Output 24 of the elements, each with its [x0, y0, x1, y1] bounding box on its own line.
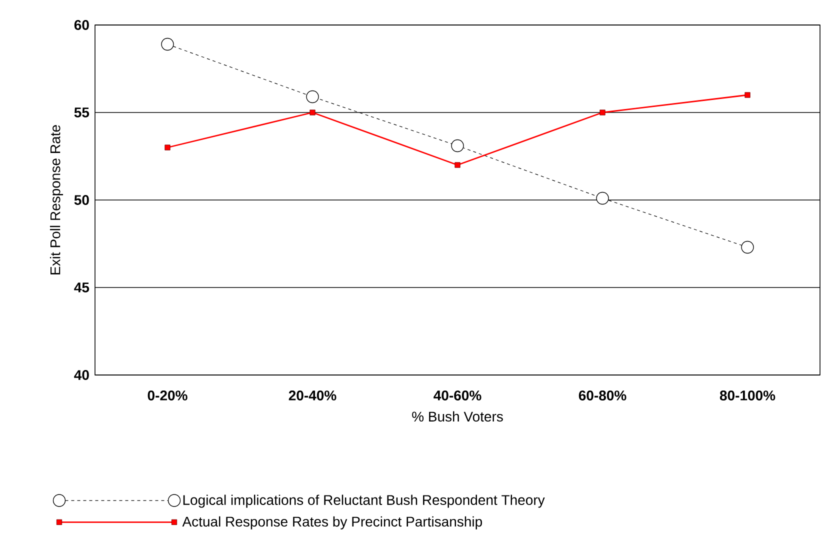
y-tick-label: 45: [74, 282, 90, 292]
point: [454, 162, 460, 168]
y-tick-label: 60: [74, 20, 89, 30]
y-tick-label: 40: [74, 370, 89, 380]
x-axis-title: % Bush Voters: [412, 411, 503, 422]
legend-label: Actual Response Rates by Precinct Partisanship: [182, 516, 482, 530]
x-tick-label: 20-40%: [288, 390, 336, 400]
point: [310, 110, 316, 116]
point: [161, 38, 174, 51]
x-tick-label: 40-60%: [434, 390, 482, 400]
point: [306, 90, 319, 104]
y-tick-label: 50: [74, 195, 89, 205]
point: [741, 240, 754, 254]
point: [600, 110, 606, 116]
point: [744, 92, 750, 98]
point: [596, 192, 609, 205]
legend-label: Logical implications of Reluctant Bush Respondent Theory: [183, 494, 545, 508]
x-tick-label: 60-80%: [578, 390, 626, 400]
y-axis-title: Exit Poll Response Rate: [50, 125, 64, 274]
y-tick-label: 55: [74, 108, 90, 118]
point: [451, 139, 464, 152]
x-tick-label: 80-100%: [720, 390, 776, 400]
x-tick-label: 0-20%: [148, 390, 188, 400]
point: [164, 144, 170, 150]
